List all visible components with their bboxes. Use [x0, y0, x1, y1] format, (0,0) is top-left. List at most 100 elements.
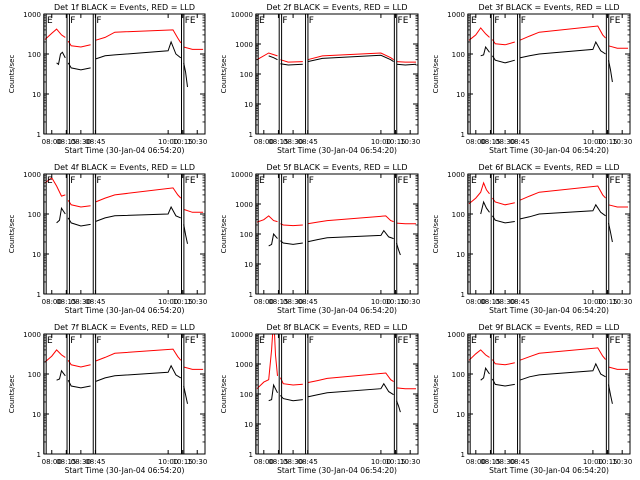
- series-line-events: [268, 383, 278, 402]
- x-tick-label: 08:15: [56, 298, 76, 306]
- event-marker-label: F: [494, 176, 499, 186]
- series-line-events: [56, 51, 66, 66]
- series-line-lld: [44, 177, 66, 197]
- series-line-lld: [468, 27, 490, 41]
- series-line-lld: [67, 360, 91, 368]
- x-tick-label: 10:00: [583, 458, 603, 466]
- panel-title: Det 7f BLACK = Events, RED = LLD: [54, 323, 195, 332]
- plot-frame: [43, 333, 206, 455]
- y-tick-label: 1000: [23, 11, 41, 19]
- series-line-events: [491, 378, 515, 387]
- x-tick-label: 08:30: [495, 458, 515, 466]
- y-tick-label: 10: [456, 411, 465, 419]
- y-axis-label: Counts/sec: [8, 55, 16, 94]
- event-marker-label: F: [282, 176, 287, 186]
- y-tick-label: 1: [249, 451, 253, 459]
- x-tick-label: 08:45: [510, 298, 530, 306]
- x-tick-label: 08:00: [42, 458, 62, 466]
- event-marker-label: F: [494, 336, 499, 346]
- event-marker-label: E: [47, 176, 53, 186]
- y-tick-label: 100: [452, 211, 465, 219]
- x-tick-label: 10:30: [187, 298, 207, 306]
- series-line-lld: [396, 222, 416, 225]
- event-marker-label: F: [521, 16, 526, 26]
- y-tick-label: 1000: [235, 361, 253, 369]
- series-line-events: [480, 366, 490, 381]
- x-tick-label: 10:15: [173, 298, 193, 306]
- x-tick-label: 10:15: [597, 138, 617, 146]
- x-tick-label: 10:00: [583, 298, 603, 306]
- x-tick-label: 08:30: [283, 138, 303, 146]
- x-tick-label: 08:00: [254, 138, 274, 146]
- event-marker-label: F: [309, 336, 314, 346]
- y-tick-label: 1000: [23, 171, 41, 179]
- y-tick-label: 100: [28, 51, 41, 59]
- event-marker-label: E: [471, 176, 477, 186]
- y-tick-label: 100: [28, 371, 41, 379]
- event-marker-label: F: [70, 176, 75, 186]
- series-line-events: [56, 369, 66, 381]
- x-tick-label: 10:00: [371, 298, 391, 306]
- x-tick-label: 08:00: [42, 138, 62, 146]
- x-tick-label: 08:45: [85, 298, 105, 306]
- x-tick-label: 10:30: [612, 138, 632, 146]
- y-tick-label: 1000: [235, 201, 253, 209]
- y-tick-label: 10: [244, 101, 253, 109]
- x-tick-label: 10:15: [385, 138, 405, 146]
- x-tick-label: 08:00: [466, 138, 486, 146]
- panel-title: Det 6f BLACK = Events, RED = LLD: [478, 163, 619, 172]
- x-tick-label: 08:30: [71, 458, 91, 466]
- event-marker-label: F: [96, 176, 101, 186]
- x-axis-label: Start Time (30-Jan-04 06:54:20): [277, 466, 397, 475]
- event-marker-label: E: [471, 336, 477, 346]
- y-tick-label: 10000: [231, 171, 253, 179]
- y-tick-label: 1: [249, 291, 253, 299]
- series-line-lld: [67, 200, 91, 208]
- series-line-events: [480, 45, 490, 57]
- x-tick-label: 10:15: [597, 298, 617, 306]
- series-line-events: [491, 55, 515, 64]
- x-tick-label: 10:30: [400, 458, 420, 466]
- series-line-lld: [608, 45, 628, 49]
- y-tick-label: 10: [456, 251, 465, 259]
- event-marker-label: FE: [185, 336, 196, 346]
- x-tick-label: 08:15: [56, 458, 76, 466]
- x-tick-label: 10:00: [158, 298, 178, 306]
- y-tick-label: 1000: [447, 331, 465, 339]
- y-tick-label: 10000: [231, 331, 253, 339]
- x-tick-label: 08:45: [298, 458, 318, 466]
- event-marker-label: F: [96, 336, 101, 346]
- series-line-events: [519, 203, 606, 220]
- y-tick-label: 10: [32, 411, 41, 419]
- series-line-lld: [256, 52, 278, 61]
- x-tick-label: 10:30: [612, 298, 632, 306]
- x-tick-label: 08:15: [268, 298, 288, 306]
- plot-frame: [255, 333, 419, 455]
- series-line-lld: [519, 185, 606, 201]
- y-tick-label: 100: [240, 391, 253, 399]
- x-tick-label: 10:00: [158, 458, 178, 466]
- event-marker-label: E: [47, 336, 53, 346]
- series-line-events: [280, 395, 303, 402]
- event-marker-label: FE: [398, 336, 409, 346]
- y-tick-label: 10: [244, 261, 253, 269]
- x-axis-label: Start Time (30-Jan-04 06:54:20): [489, 466, 609, 475]
- x-tick-label: 08:45: [298, 298, 318, 306]
- event-marker-label: FE: [185, 16, 196, 26]
- series-line-lld: [519, 347, 606, 361]
- y-tick-label: 10: [456, 91, 465, 99]
- event-marker-label: FE: [610, 176, 621, 186]
- x-tick-label: 08:00: [466, 298, 486, 306]
- plot-frame: [255, 13, 419, 135]
- y-tick-label: 100: [240, 71, 253, 79]
- x-tick-label: 08:00: [254, 298, 274, 306]
- panel-title: Det 9f BLACK = Events, RED = LLD: [478, 323, 619, 332]
- x-tick-label: 08:45: [510, 138, 530, 146]
- series-line-events: [67, 379, 91, 389]
- series-line-events: [95, 364, 182, 382]
- series-line-events: [95, 40, 182, 60]
- series-line-lld: [468, 349, 490, 361]
- plot-frame: [467, 13, 631, 135]
